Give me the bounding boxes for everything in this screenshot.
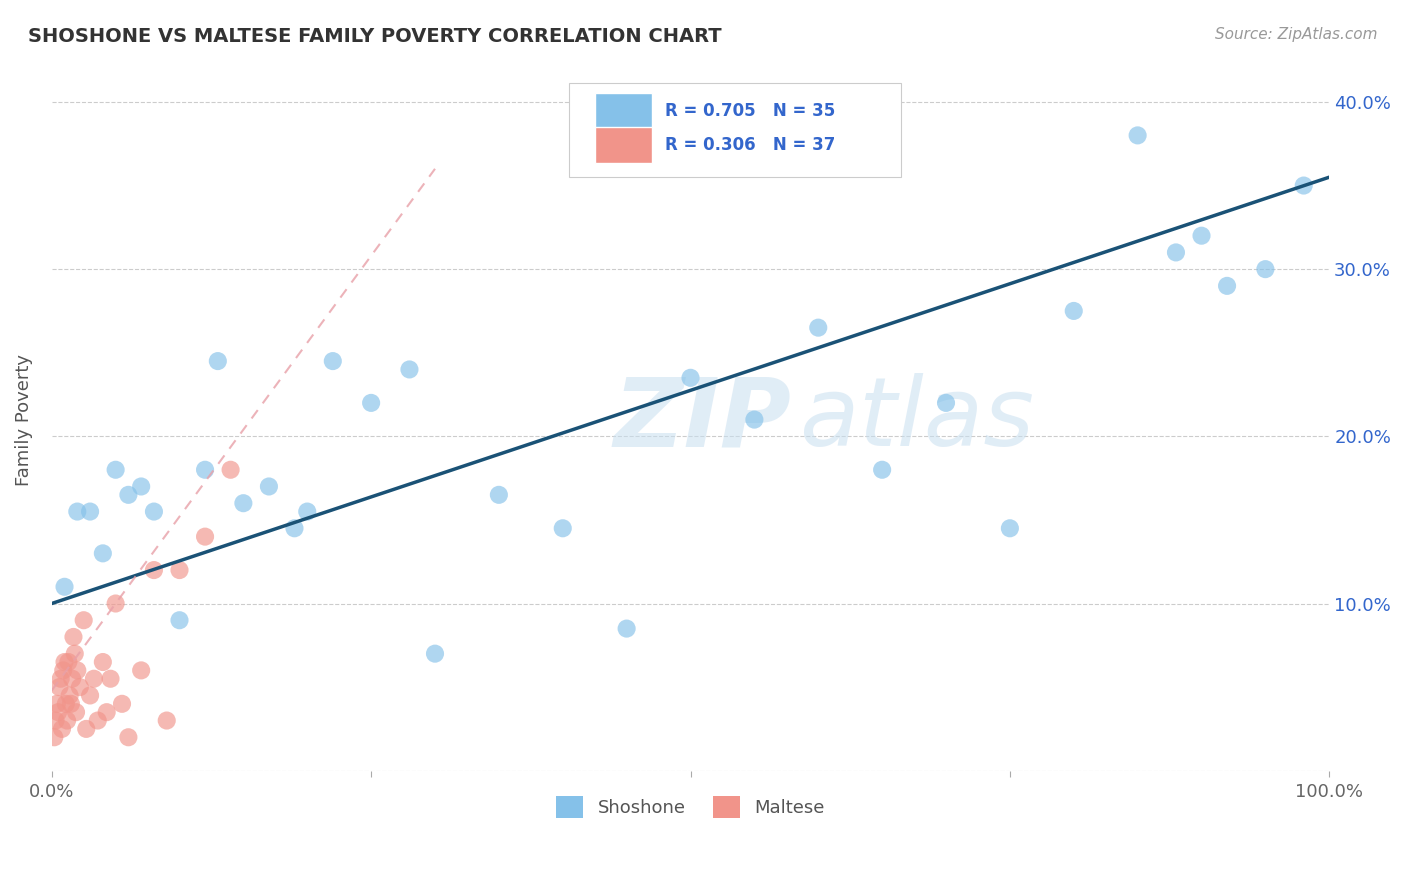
Point [551,521,574,535]
Text: atlas: atlas [799,373,1033,467]
FancyBboxPatch shape [569,83,901,178]
Point [870,463,893,477]
Point [142,563,165,577]
Point [45,714,67,728]
Point [63,647,86,661]
Point [66,664,89,678]
Point [744,412,766,426]
Point [60,672,83,686]
Point [59,697,82,711]
Point [1216,278,1239,293]
Legend: Shoshone, Maltese: Shoshone, Maltese [548,789,832,825]
Point [117,731,139,745]
Y-axis label: Family Poverty: Family Poverty [15,353,32,485]
Point [87,714,110,728]
Point [53,655,76,669]
Point [51,722,73,736]
Point [91,546,114,560]
Point [55,697,77,711]
Point [807,320,830,334]
Point [52,664,75,678]
FancyBboxPatch shape [595,93,652,129]
Text: Source: ZipAtlas.com: Source: ZipAtlas.com [1215,27,1378,42]
Text: R = 0.705   N = 35: R = 0.705 N = 35 [665,103,835,120]
Point [100,672,122,686]
Point [58,655,80,669]
Point [44,731,66,745]
Point [45,697,67,711]
Point [62,630,84,644]
Point [59,689,82,703]
Point [232,496,254,510]
Point [257,479,280,493]
Point [398,362,420,376]
Point [66,504,89,518]
Point [142,504,165,518]
Point [998,521,1021,535]
Point [1164,245,1187,260]
Point [297,504,319,518]
Point [65,705,87,719]
Point [1191,228,1213,243]
Point [423,647,446,661]
Point [79,689,101,703]
Point [104,597,127,611]
Point [104,463,127,477]
FancyBboxPatch shape [595,127,652,163]
Point [83,672,105,686]
Point [1063,304,1085,318]
Point [48,680,70,694]
Point [79,504,101,518]
Point [129,664,152,678]
Point [169,613,191,627]
Point [69,680,91,694]
Point [49,672,72,686]
Point [283,521,305,535]
Point [360,396,382,410]
Point [616,622,638,636]
Point [194,530,217,544]
Point [117,488,139,502]
Text: ZIP: ZIP [614,373,792,467]
Point [679,371,702,385]
Point [75,722,97,736]
Point [207,354,229,368]
Point [56,714,79,728]
Point [156,714,179,728]
Point [219,463,242,477]
Point [1254,262,1277,277]
Point [935,396,957,410]
Point [322,354,344,368]
Point [73,613,96,627]
Point [96,705,118,719]
Text: R = 0.306   N = 37: R = 0.306 N = 37 [665,136,835,154]
Point [1126,128,1149,143]
Text: SHOSHONE VS MALTESE FAMILY POVERTY CORRELATION CHART: SHOSHONE VS MALTESE FAMILY POVERTY CORRE… [28,27,721,45]
Point [91,655,114,669]
Point [129,479,152,493]
Point [169,563,191,577]
Point [53,580,76,594]
Point [111,697,134,711]
Point [1292,178,1315,193]
Point [488,488,510,502]
Point [46,705,69,719]
Point [194,463,217,477]
